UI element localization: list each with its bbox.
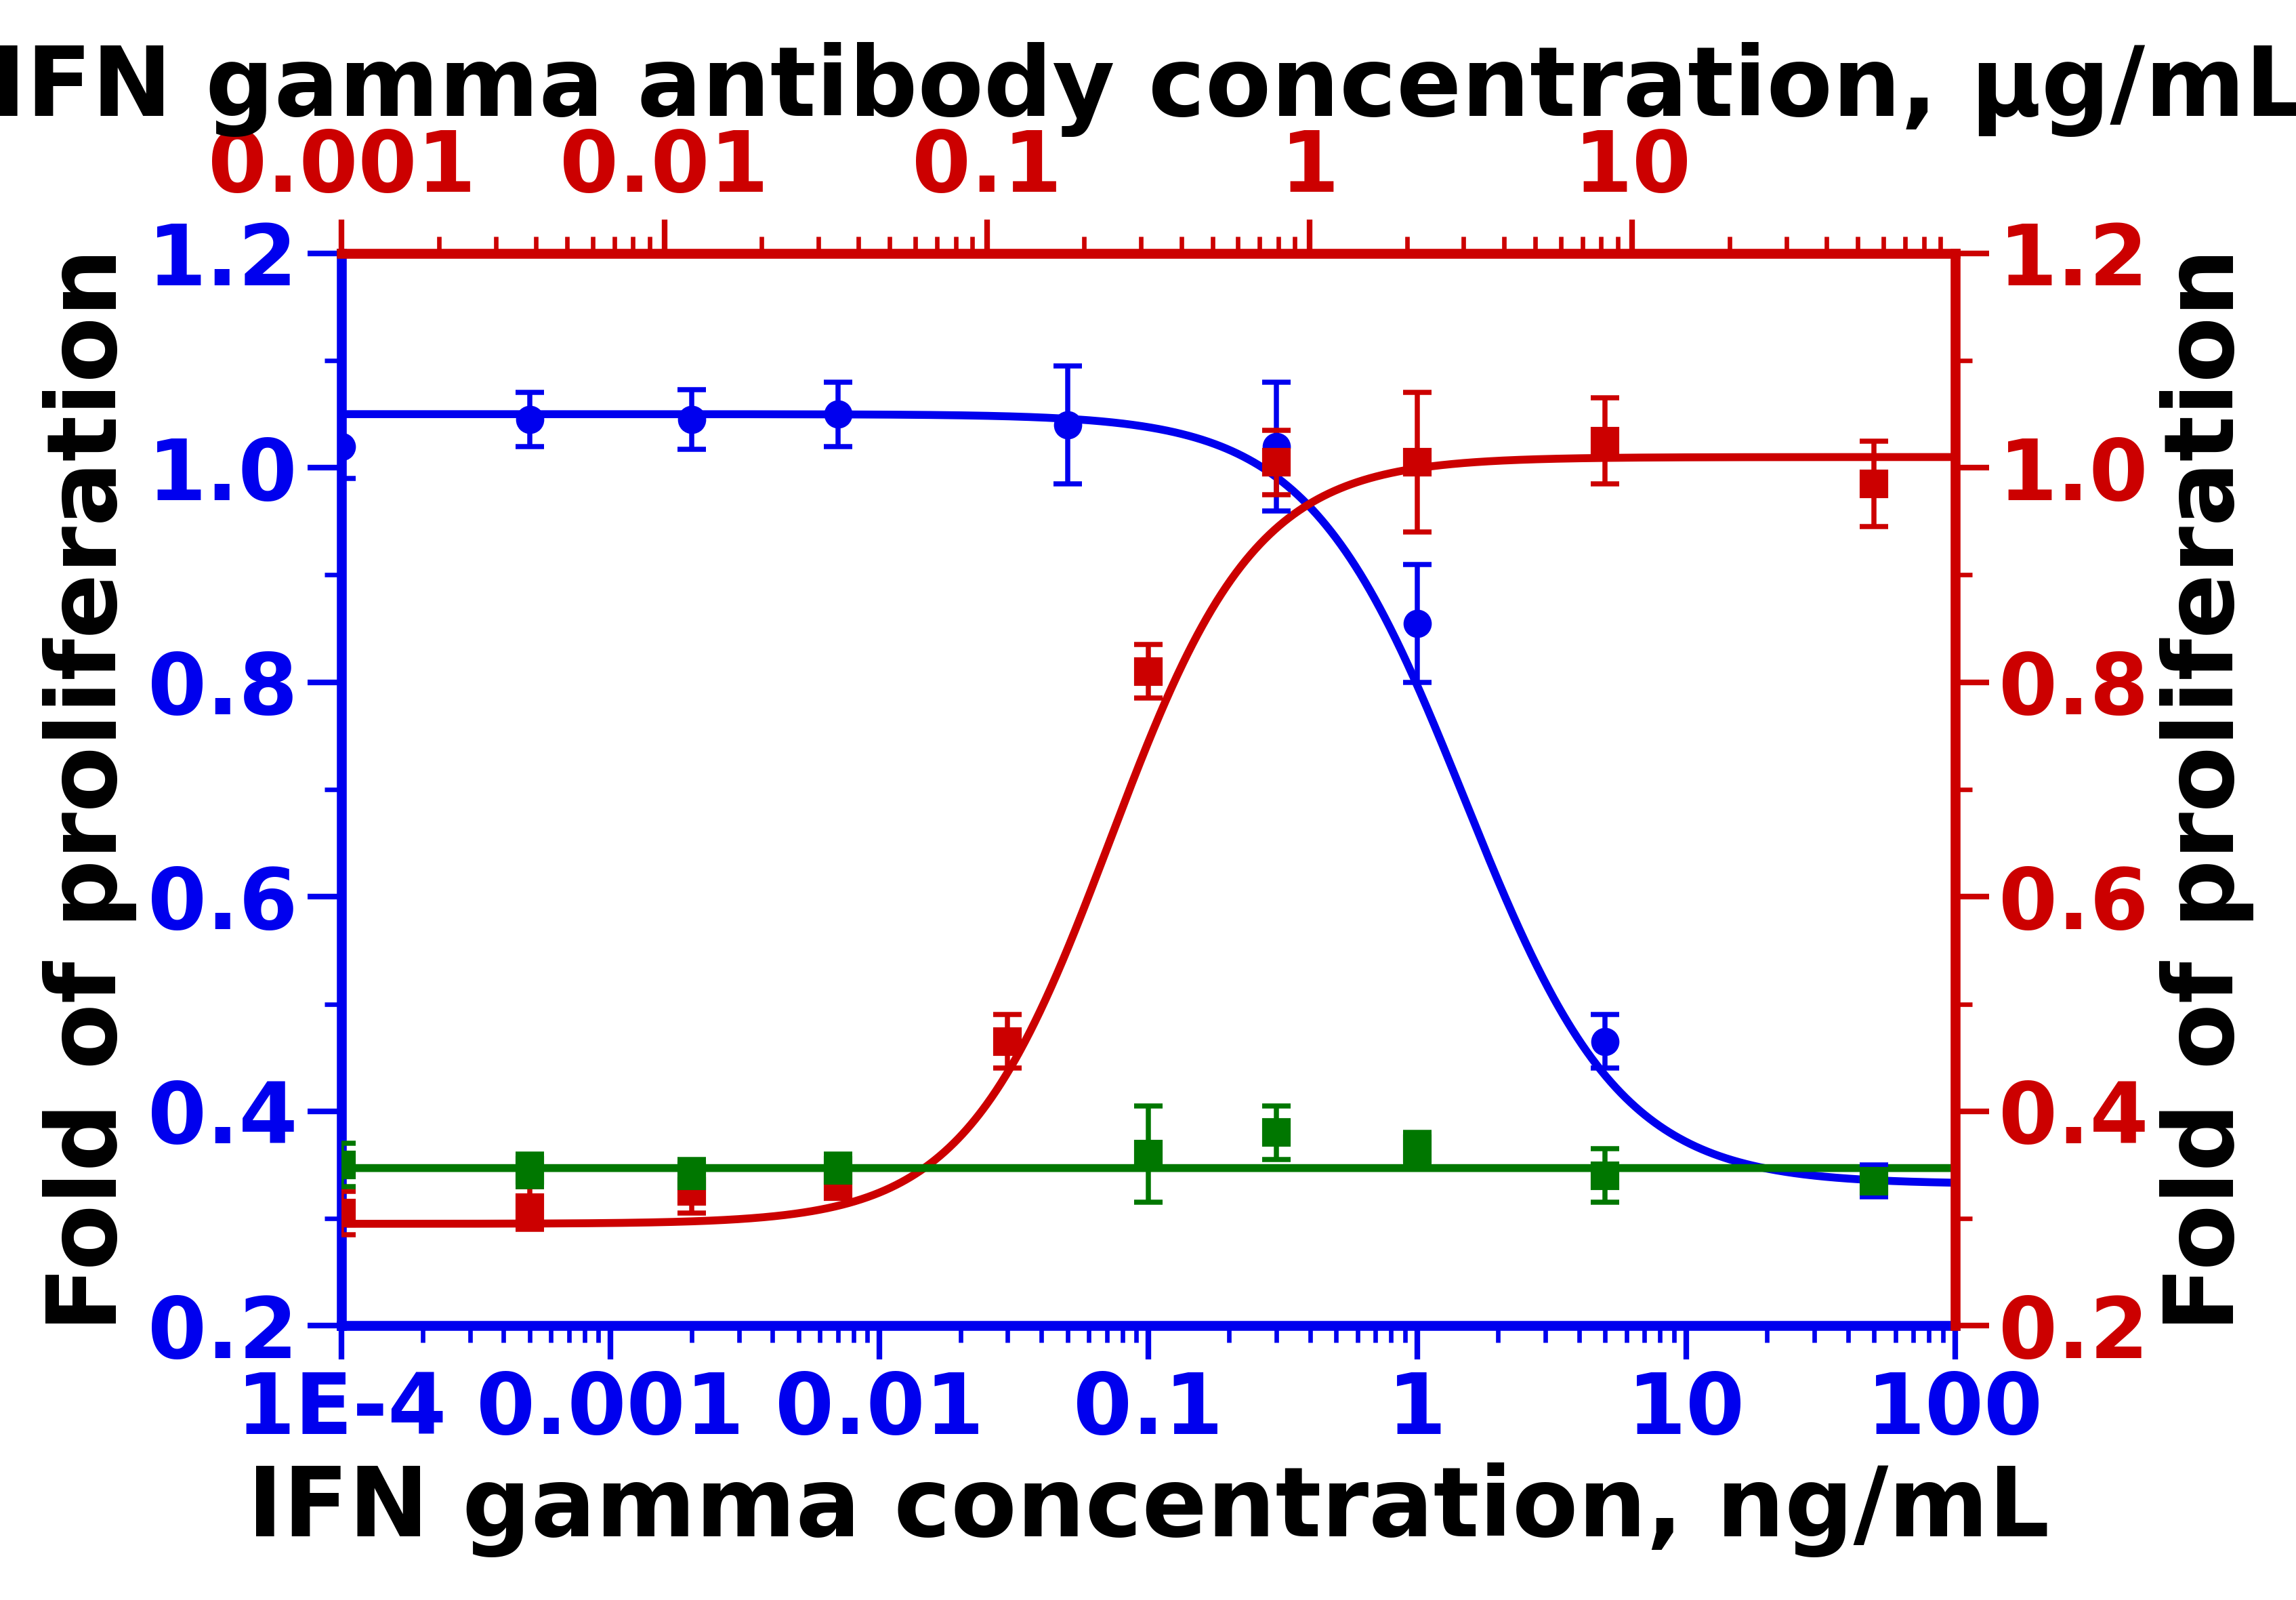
X-axis label: IFN gamma antibody concentration, μg/mL: IFN gamma antibody concentration, μg/mL [0, 42, 2296, 138]
X-axis label: IFN gamma concentration, ng/mL: IFN gamma concentration, ng/mL [248, 1462, 2048, 1558]
Y-axis label: Fold of proliferation: Fold of proliferation [2161, 248, 2255, 1331]
Y-axis label: Fold of proliferation: Fold of proliferation [41, 248, 135, 1331]
